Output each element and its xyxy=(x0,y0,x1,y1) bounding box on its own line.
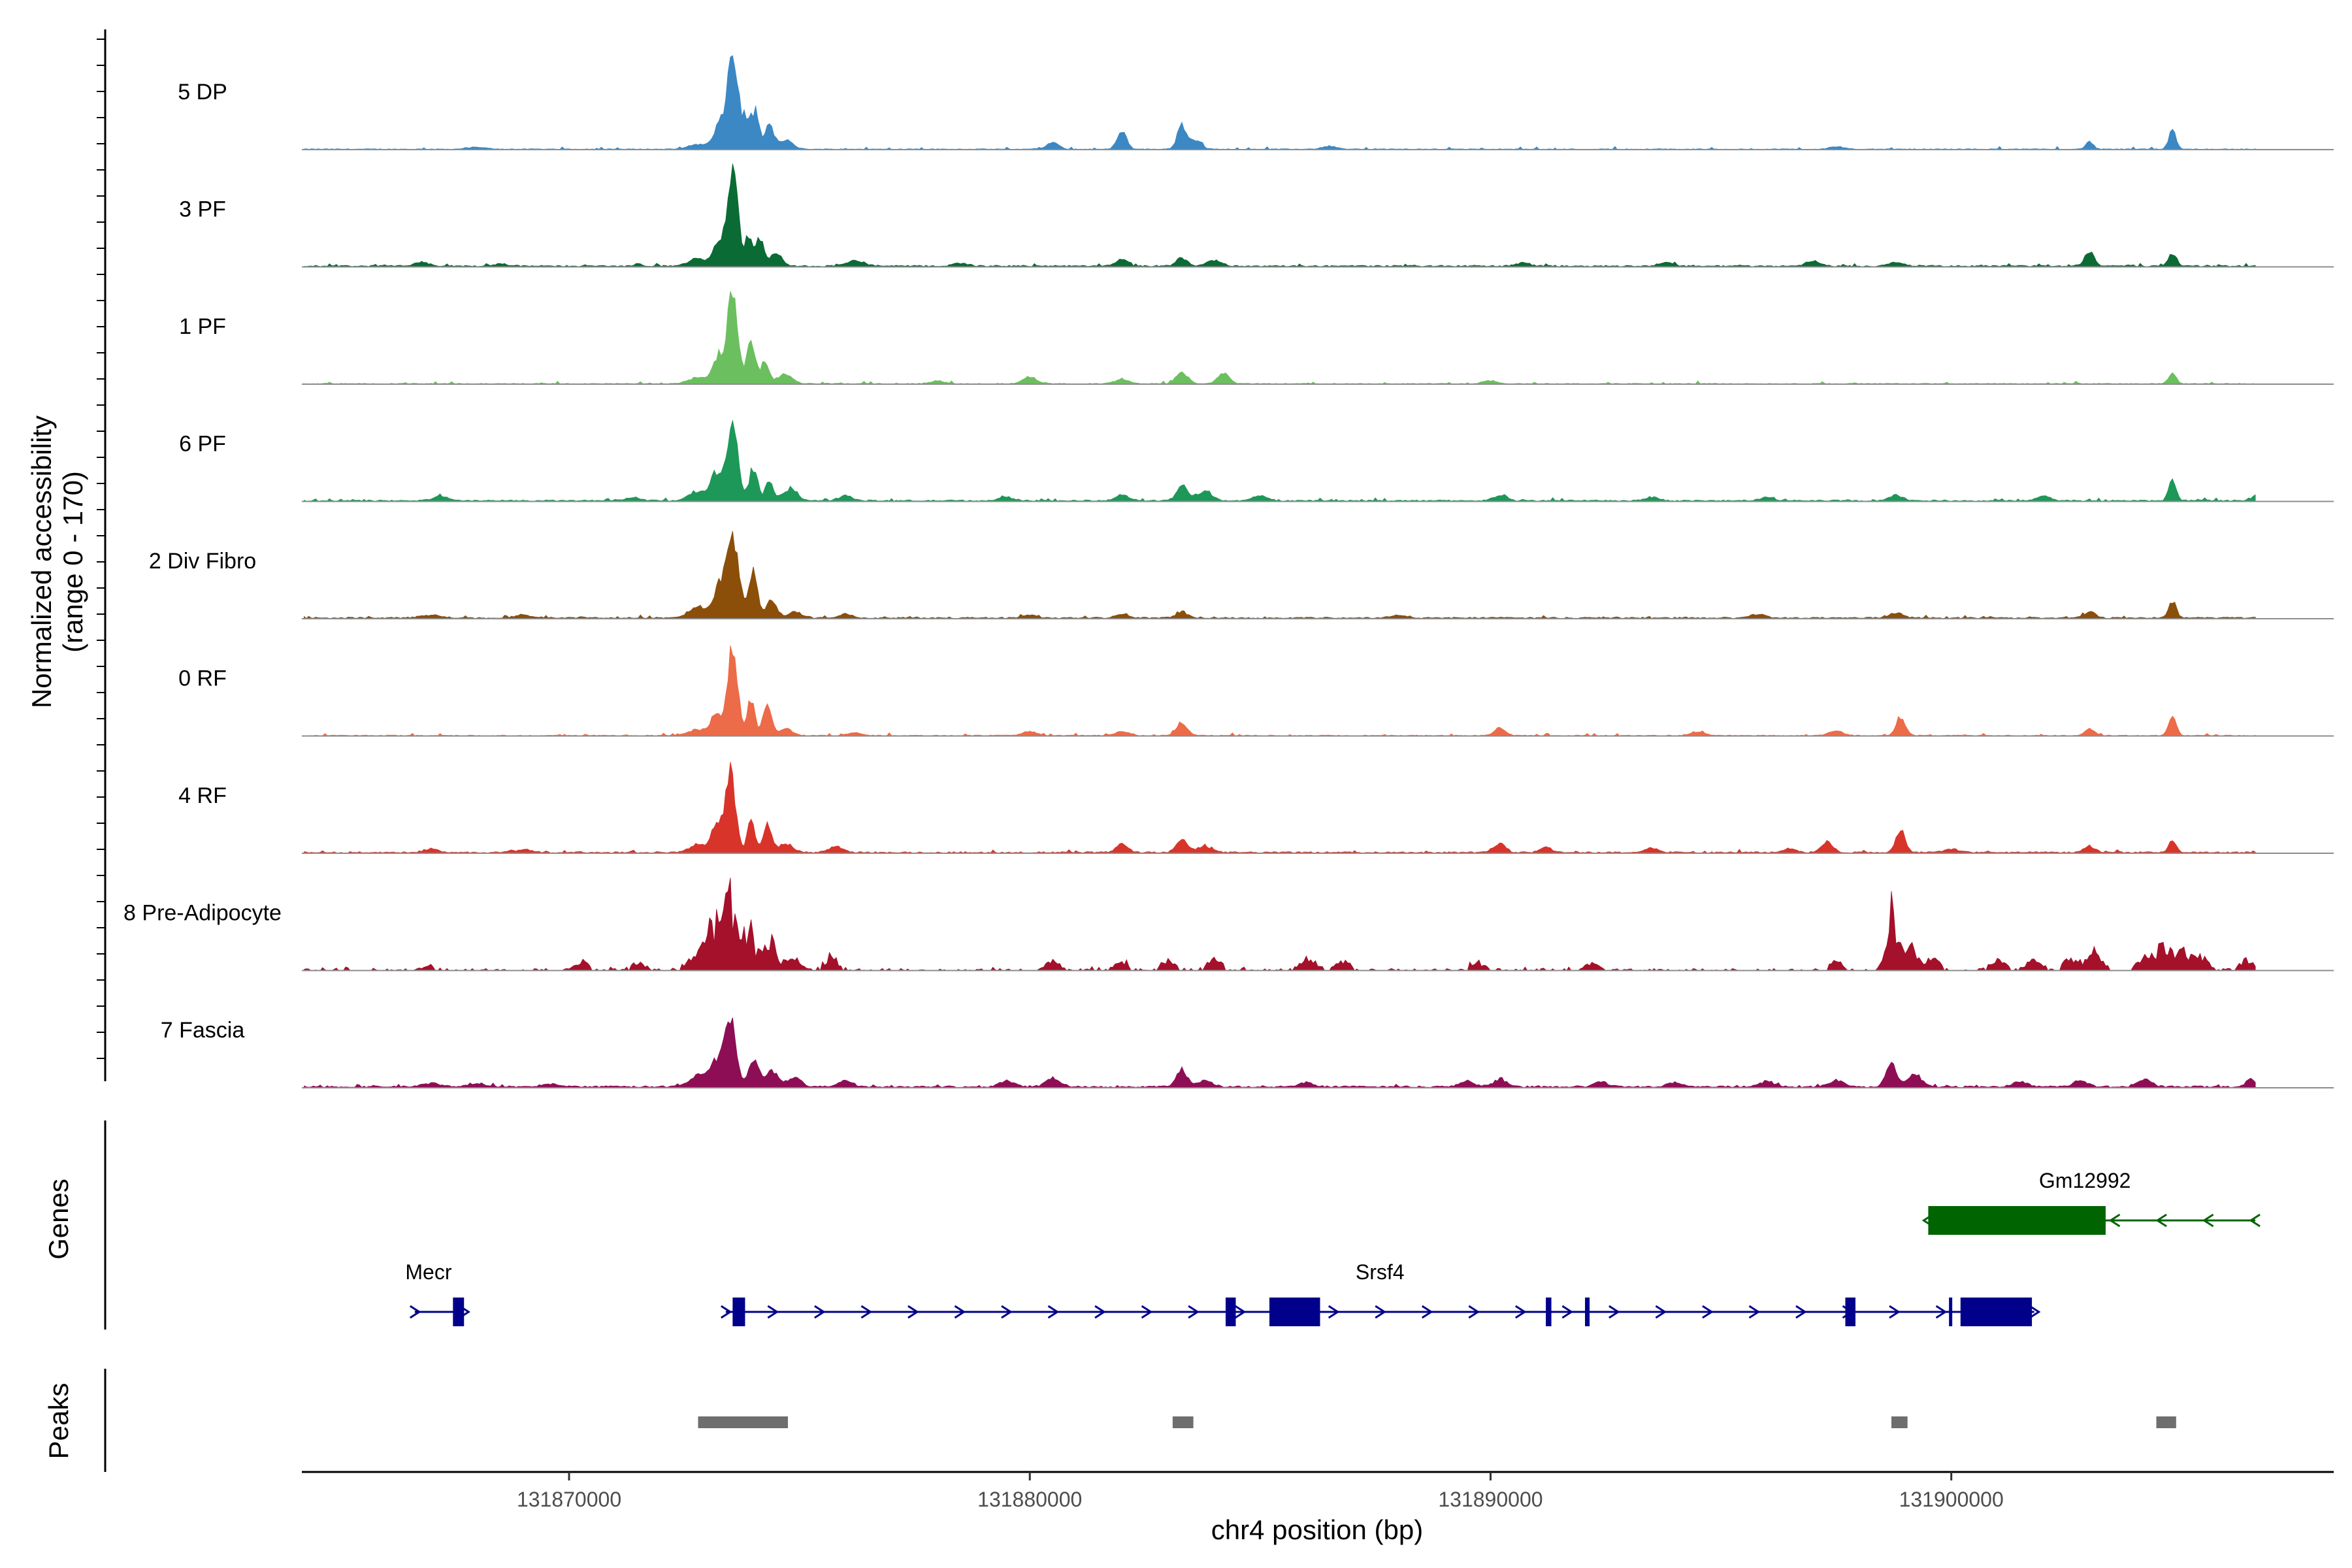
exon-1-6 xyxy=(1949,1298,1953,1326)
peak-region-0 xyxy=(698,1416,789,1428)
peak-regions-track xyxy=(698,1416,2176,1428)
track-5: 0 RF xyxy=(178,645,2334,737)
strand-chevron-1-0 xyxy=(720,1305,732,1319)
coverage-area-6 xyxy=(304,762,2256,854)
x-tick-label-3: 131900000 xyxy=(1899,1488,2004,1511)
track-label-2: 1 PF xyxy=(179,314,226,339)
exon-1-2 xyxy=(1269,1298,1320,1326)
gene-label-1: Srsf4 xyxy=(1356,1260,1405,1284)
strand-chevron-0-0 xyxy=(409,1305,421,1319)
strand-chevron-2-4 xyxy=(2108,1213,2121,1228)
strand-chevron-1-9 xyxy=(1141,1305,1153,1319)
coverage-area-0 xyxy=(304,55,2256,150)
track-4: 2 Div Fibro xyxy=(149,531,2334,619)
strand-chevron-1-21 xyxy=(1702,1305,1714,1319)
gene-annotation-track: Mecr Srsf4 Gm12992 xyxy=(405,1169,2261,1326)
track-label-1: 3 PF xyxy=(179,197,226,222)
strand-chevron-1-6 xyxy=(1001,1305,1013,1319)
x-axis-title: chr4 position (bp) xyxy=(1211,1514,1424,1545)
strand-chevron-1-19 xyxy=(1609,1305,1620,1319)
strand-chevron-1-11 xyxy=(1234,1305,1247,1319)
y-axis-title-line2: (range 0 - 170) xyxy=(57,471,88,653)
strand-chevron-1-25 xyxy=(1889,1305,1901,1319)
strand-chevron-1-13 xyxy=(1328,1305,1340,1319)
gene-gm12992: Gm12992 xyxy=(1921,1169,2261,1235)
track-label-7: 8 Pre-Adipocyte xyxy=(123,901,282,926)
peak-region-3 xyxy=(2156,1416,2176,1428)
track-label-6: 4 RF xyxy=(178,783,227,808)
peaks-panel-title: Peaks xyxy=(43,1383,74,1460)
gene-srsf4: Srsf4 xyxy=(720,1260,2041,1326)
strand-chevron-1-28 xyxy=(2029,1305,2041,1319)
strand-chevron-1-17 xyxy=(1514,1305,1527,1319)
track-1: 3 PF xyxy=(179,163,2334,268)
strand-chevron-1-2 xyxy=(814,1305,826,1319)
strand-chevron-1-14 xyxy=(1375,1305,1386,1319)
genes-panel-title: Genes xyxy=(43,1179,74,1260)
y-axis-title-line1: Normalized accessibility xyxy=(26,416,57,708)
strand-chevron-1-4 xyxy=(907,1305,919,1319)
x-tick-label-0: 131870000 xyxy=(517,1488,621,1511)
strand-chevron-1-3 xyxy=(860,1305,873,1319)
coverage-area-7 xyxy=(304,877,2256,972)
track-label-3: 6 PF xyxy=(179,432,226,457)
track-2: 1 PF xyxy=(179,291,2334,385)
track-label-4: 2 Div Fibro xyxy=(149,549,256,574)
coverage-area-8 xyxy=(304,1017,2256,1088)
y-axis-title: Normalized accessibility (range 0 - 170) xyxy=(26,416,88,708)
exon-1-5 xyxy=(1845,1298,1855,1326)
track-label-0: 5 DP xyxy=(178,80,227,105)
exon-1-3 xyxy=(1546,1298,1552,1326)
strand-chevron-1-8 xyxy=(1094,1305,1106,1319)
strand-chevron-1-20 xyxy=(1655,1305,1667,1319)
peak-region-2 xyxy=(1891,1416,1908,1428)
coverage-area-1 xyxy=(304,163,2256,267)
gene-label-2: Gm12992 xyxy=(2039,1169,2131,1192)
strand-chevron-1-16 xyxy=(1468,1305,1480,1319)
x-tick-label-2: 131890000 xyxy=(1438,1488,1543,1511)
exon-1-7 xyxy=(1960,1298,2033,1326)
coverage-area-3 xyxy=(304,420,2256,502)
track-label-8: 7 Fascia xyxy=(161,1018,245,1043)
gene-mecr: Mecr xyxy=(405,1260,471,1326)
track-label-5: 0 RF xyxy=(178,666,227,691)
exon-0-0 xyxy=(453,1298,465,1326)
x-tick-label-1: 131880000 xyxy=(977,1488,1082,1511)
strand-chevron-1-23 xyxy=(1795,1305,1807,1319)
track-7: 8 Pre-Adipocyte xyxy=(123,877,2334,972)
exon-1-4 xyxy=(1585,1298,1590,1326)
exon-1-0 xyxy=(732,1298,745,1326)
strand-chevron-2-7 xyxy=(2249,1213,2261,1228)
coverage-area-4 xyxy=(304,531,2256,619)
coverage-tracks: 5 DP 3 PF 1 PF 6 PF 2 Div Fibro 0 RF 4 RF 8 Pre… xyxy=(123,55,2334,1088)
gene-label-0: Mecr xyxy=(405,1260,451,1284)
track-0: 5 DP xyxy=(178,55,2334,150)
strand-chevron-1-5 xyxy=(954,1305,966,1319)
strand-chevron-1-7 xyxy=(1047,1305,1060,1319)
peak-region-1 xyxy=(1172,1416,1194,1428)
strand-chevron-1-10 xyxy=(1188,1305,1200,1319)
track-3: 6 PF xyxy=(179,420,2334,502)
x-axis-ticks: 131870000 131880000 131890000 131900000 xyxy=(517,1472,2004,1511)
strand-chevron-2-5 xyxy=(2155,1213,2167,1228)
track-6: 4 RF xyxy=(178,762,2334,854)
strand-chevron-1-15 xyxy=(1421,1305,1433,1319)
strand-chevron-1-26 xyxy=(1935,1305,1948,1319)
track-8: 7 Fascia xyxy=(161,1017,2334,1088)
coverage-y-ticks xyxy=(97,39,105,1059)
strand-chevron-1-18 xyxy=(1561,1305,1574,1319)
strand-chevron-2-6 xyxy=(2202,1213,2214,1228)
exon-2-0 xyxy=(1928,1206,2106,1235)
strand-chevron-1-1 xyxy=(767,1305,779,1319)
coverage-area-5 xyxy=(304,645,2256,736)
coverage-area-2 xyxy=(304,291,2256,385)
strand-chevron-1-22 xyxy=(1748,1305,1761,1319)
exon-1-1 xyxy=(1225,1298,1236,1326)
